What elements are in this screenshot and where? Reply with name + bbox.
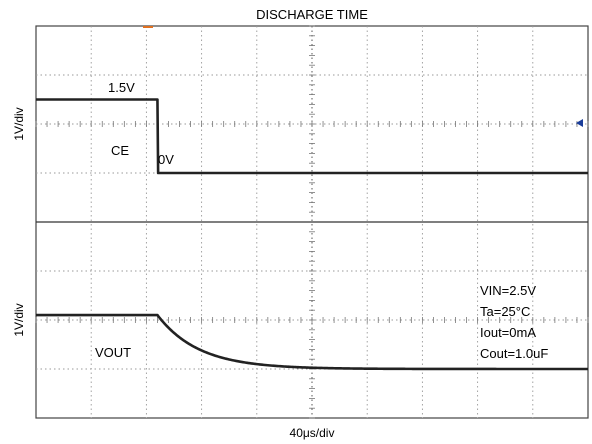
vout-ylabel: 1V/div — [12, 303, 26, 336]
ce-channel-label: CE — [111, 143, 129, 158]
chart-title: DISCHARGE TIME — [256, 7, 368, 22]
ce-high-level-label: 1.5V — [108, 80, 135, 95]
condition-iout: Iout=0mA — [480, 325, 536, 340]
vout-channel-label: VOUT — [95, 345, 131, 360]
condition-ta: Ta=25°C — [480, 304, 530, 319]
ce-low-level-label: 0V — [158, 152, 174, 167]
trigger-position-marker — [143, 26, 153, 28]
ce-ylabel: 1V/div — [12, 107, 26, 140]
condition-cout: Cout=1.0uF — [480, 346, 548, 361]
condition-vin: VIN=2.5V — [480, 283, 536, 298]
ce-trace — [36, 98, 588, 175]
vout-trace — [36, 313, 588, 371]
x-axis-label: 40μs/div — [290, 426, 335, 440]
trigger-level-marker — [576, 119, 583, 127]
